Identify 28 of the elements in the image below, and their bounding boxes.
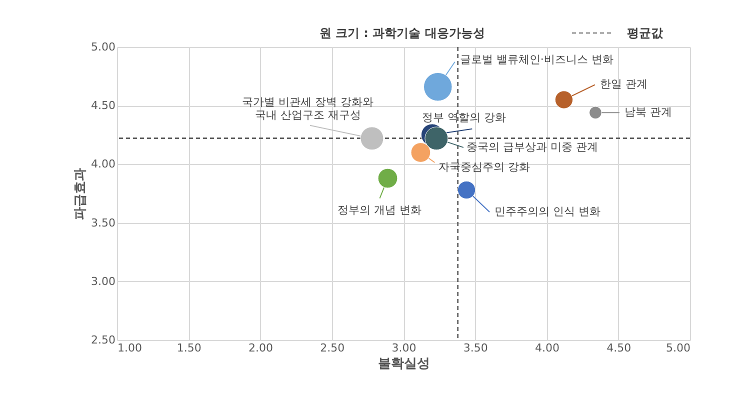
y-axis-title: 파급효과 xyxy=(73,168,88,220)
text: 한일 관계 xyxy=(600,78,648,91)
x-axis-title: 불확실성 xyxy=(378,356,430,372)
y-tick-label: 3.50 xyxy=(91,216,116,230)
series-label: 글로벌 밸류체인·비즈니스 변화 xyxy=(460,52,614,66)
y-tick-label: 4.00 xyxy=(91,158,116,171)
series-label: 정부 역할의 강화 xyxy=(422,110,506,124)
legend-label: 중국의 급부상과 미중 관계 xyxy=(466,140,598,154)
text: 정부의 개념 변화 xyxy=(338,203,422,216)
series-label: 국가별 비관세 장벽 강화와 국내 산업구조 재구성 xyxy=(242,95,374,122)
x-tick-label: 2.00 xyxy=(248,342,273,354)
legend-title: 원 크기 : 과학기술 대응가능성 xyxy=(319,26,485,40)
legend-label: 평균값 xyxy=(627,26,664,40)
x-tick-label: 3.00 xyxy=(392,342,416,354)
x-tick-label: 5.00 xyxy=(666,342,690,354)
y-tick-label: 2.50 xyxy=(91,334,116,346)
x-tick-label: 2.50 xyxy=(320,342,345,354)
x-tick-label: 1.50 xyxy=(176,342,202,354)
y-tick-label: 3.00 xyxy=(91,274,116,288)
x-tick-label: 4.50 xyxy=(606,342,632,354)
x-tick-label: 4.00 xyxy=(535,342,560,354)
series-label: 자국중심주의 강화 xyxy=(438,160,530,174)
y-tick-label: 5.00 xyxy=(91,40,116,54)
text: 민주주의의 인식 변화 xyxy=(494,204,601,218)
y-tick-label: 4.50 xyxy=(91,99,116,112)
x-tick-label: 1.00 xyxy=(118,342,142,354)
legend-label: 남북 관계 xyxy=(624,106,672,119)
x-tick-label: 3.50 xyxy=(463,342,488,354)
